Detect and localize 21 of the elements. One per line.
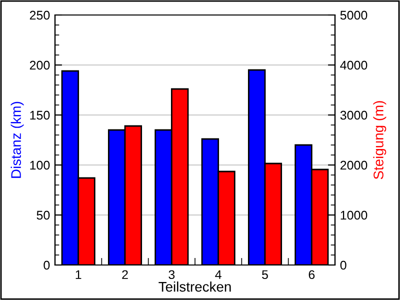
y2-axis-title: Steigung (m) [373, 101, 386, 180]
y-tick-label: 150 [30, 110, 50, 120]
y2-tick-label: 2000 [340, 160, 368, 170]
y2-tick-label: 5000 [340, 10, 368, 20]
x-axis-title: Teilstrecken [158, 282, 231, 292]
x-tick-label: 3 [168, 270, 175, 280]
x-tick-label: 2 [122, 270, 128, 279]
y2-tick-label: 0 [340, 260, 346, 270]
y2-tick-label: 1000 [340, 210, 368, 220]
y-tick-label: 100 [30, 160, 50, 170]
y-tick-label: 0 [44, 260, 50, 270]
y-tick-label: 250 [30, 10, 50, 20]
x-tick-label: 4 [215, 270, 222, 279]
x-tick-label: 5 [262, 270, 268, 280]
x-tick-label: 1 [76, 270, 82, 279]
y2-tick-label: 4000 [340, 60, 368, 70]
x-tick-label: 6 [308, 270, 315, 280]
y-tick-label: 50 [36, 210, 50, 220]
y-tick-label: 200 [30, 60, 50, 70]
y-axis-title: Distanz (km) [10, 102, 24, 178]
y2-tick-label: 3000 [340, 110, 368, 120]
